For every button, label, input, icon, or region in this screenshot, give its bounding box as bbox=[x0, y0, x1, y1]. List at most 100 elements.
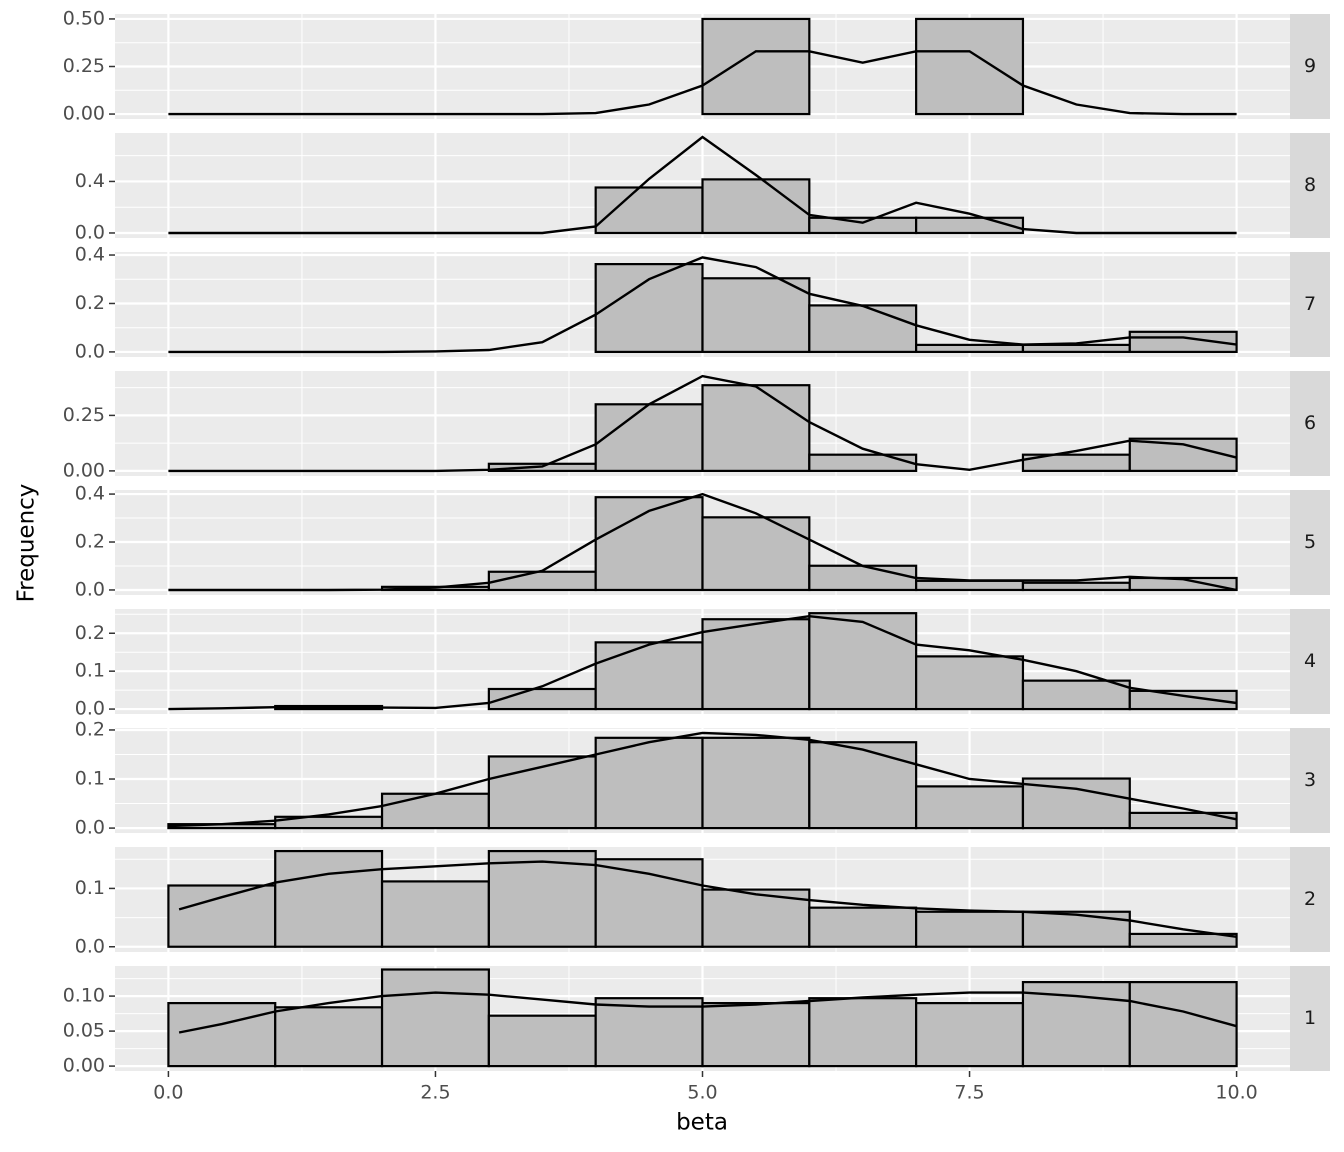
facet-strip-label: 5 bbox=[1304, 531, 1316, 553]
facet-strip bbox=[1290, 490, 1330, 595]
histogram-bar bbox=[808, 564, 918, 592]
histogram-bar bbox=[1021, 910, 1131, 948]
histogram-bar bbox=[1128, 980, 1238, 1068]
facet-strip bbox=[1290, 252, 1330, 357]
y-tick-label: 0.00 bbox=[63, 459, 105, 481]
facet-strip bbox=[1290, 14, 1330, 119]
facet-strip bbox=[1290, 609, 1330, 714]
histogram-bar bbox=[1021, 777, 1131, 830]
y-tick-label: 0.2 bbox=[75, 292, 105, 314]
histogram-bar bbox=[1128, 811, 1238, 830]
histogram-bar bbox=[701, 1001, 811, 1068]
histogram-bar bbox=[1128, 576, 1238, 592]
facet-strip bbox=[1290, 371, 1330, 476]
histogram-bar bbox=[915, 343, 1025, 354]
histogram-bar bbox=[808, 906, 918, 948]
density-line bbox=[168, 492, 1237, 592]
histogram-bar bbox=[915, 579, 1025, 592]
y-tick-label: 0.0 bbox=[75, 340, 105, 362]
histogram-bar bbox=[808, 304, 918, 354]
histogram-bar bbox=[274, 849, 384, 948]
x-tick-label: 0.0 bbox=[153, 1082, 183, 1104]
histogram-bar bbox=[915, 910, 1025, 948]
density-line bbox=[178, 860, 1237, 938]
histogram-bar bbox=[594, 997, 704, 1068]
density-line bbox=[168, 256, 1237, 354]
y-tick-label: 0.25 bbox=[63, 404, 105, 426]
histogram-bar bbox=[1021, 679, 1131, 711]
histogram-bar bbox=[167, 884, 277, 948]
histogram-bar bbox=[701, 384, 811, 472]
facet-strip bbox=[1290, 966, 1330, 1071]
x-axis-title: beta bbox=[676, 1110, 728, 1136]
histogram-bar bbox=[594, 403, 704, 472]
histogram-bar bbox=[701, 277, 811, 354]
facet-strip bbox=[1290, 728, 1330, 833]
y-tick-label: 0.0 bbox=[75, 698, 105, 720]
histogram-bar bbox=[167, 1001, 277, 1068]
density-line bbox=[168, 731, 1237, 828]
y-tick-label: 0.2 bbox=[75, 622, 105, 644]
histogram-bar bbox=[1128, 689, 1238, 711]
histogram-bar bbox=[701, 178, 811, 235]
histogram-bar bbox=[487, 1014, 597, 1068]
facet-strip-label: 8 bbox=[1304, 174, 1316, 196]
facet-strip-label: 6 bbox=[1304, 412, 1316, 434]
y-tick-label: 0.1 bbox=[75, 768, 105, 790]
x-tick-label: 7.5 bbox=[954, 1082, 984, 1104]
density-line bbox=[168, 614, 1237, 711]
y-axis-title: Frequency bbox=[14, 484, 40, 603]
y-tick-label: 0.00 bbox=[63, 1055, 105, 1077]
histogram-bar bbox=[487, 849, 597, 948]
facet-strip bbox=[1290, 133, 1330, 238]
histogram-bar bbox=[380, 880, 490, 948]
facet-strip-label: 2 bbox=[1304, 888, 1316, 910]
histogram-bar bbox=[594, 263, 704, 354]
y-tick-label: 0.4 bbox=[75, 244, 105, 266]
histogram-bar bbox=[808, 453, 918, 472]
histogram-bar bbox=[808, 216, 918, 235]
facet-strip-label: 1 bbox=[1304, 1007, 1316, 1029]
facet-strip-label: 9 bbox=[1304, 55, 1316, 77]
histogram-bar bbox=[487, 755, 597, 830]
histogram-bar bbox=[594, 858, 704, 948]
density-line bbox=[168, 50, 1237, 116]
facet-strip-label: 4 bbox=[1304, 650, 1316, 672]
histogram-bar bbox=[915, 785, 1025, 830]
y-tick-label: 0.2 bbox=[75, 718, 105, 740]
y-tick-label: 0.0 bbox=[75, 578, 105, 600]
y-tick-label: 0.1 bbox=[75, 660, 105, 682]
histogram-bar bbox=[487, 570, 597, 592]
density-line bbox=[168, 374, 1237, 473]
histogram-bar bbox=[701, 618, 811, 711]
y-tick-label: 0.25 bbox=[63, 55, 105, 77]
histogram-bar bbox=[594, 641, 704, 711]
histogram-bar bbox=[274, 1006, 384, 1068]
histogram-bar bbox=[808, 612, 918, 711]
facet-strip-label: 3 bbox=[1304, 769, 1316, 791]
histogram-bar bbox=[1021, 581, 1131, 592]
histogram-bar bbox=[701, 736, 811, 830]
y-tick-label: 0.10 bbox=[63, 985, 105, 1007]
facet-strip bbox=[1290, 847, 1330, 952]
x-tick-label: 2.5 bbox=[420, 1082, 450, 1104]
histogram-bar bbox=[701, 516, 811, 592]
y-tick-label: 0.1 bbox=[75, 877, 105, 899]
histogram-bar bbox=[594, 186, 704, 235]
histogram-bar bbox=[1021, 980, 1131, 1068]
y-tick-label: 0.4 bbox=[75, 483, 105, 505]
histogram-bar bbox=[915, 17, 1025, 116]
y-tick-label: 0.00 bbox=[63, 103, 105, 125]
y-tick-label: 0.2 bbox=[75, 531, 105, 553]
y-tick-label: 0.0 bbox=[75, 221, 105, 243]
histogram-bar bbox=[915, 1001, 1025, 1068]
facet-strip-label: 7 bbox=[1304, 293, 1316, 315]
histogram-bar bbox=[808, 997, 918, 1068]
histogram-bar bbox=[594, 496, 704, 592]
histogram-bar bbox=[1128, 437, 1238, 472]
histogram-bar bbox=[808, 741, 918, 830]
histogram-bar bbox=[1128, 932, 1238, 948]
y-tick-label: 0.50 bbox=[63, 7, 105, 29]
